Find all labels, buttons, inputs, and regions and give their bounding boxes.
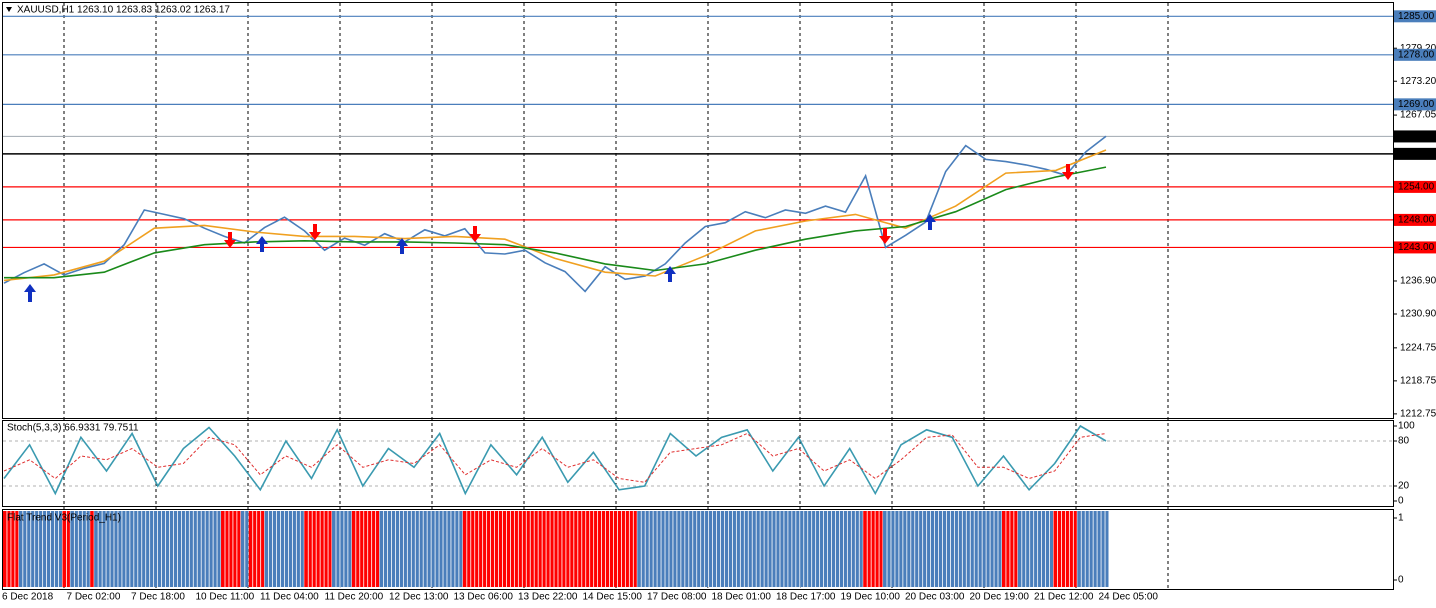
- stoch-title: Stoch(5,3,3) 66.9331 79.7511: [7, 423, 139, 434]
- trend-segment: [379, 511, 463, 587]
- y-tick-label: 1224.75: [1400, 342, 1436, 353]
- level-label-bg: [1394, 241, 1436, 254]
- x-tick-label: 20 Dec 19:00: [970, 592, 1030, 603]
- sell-arrow: [1062, 164, 1074, 180]
- flat-trend-panel: [2, 509, 1394, 590]
- level-label: 1269.00: [1398, 99, 1435, 110]
- sell-arrow: [224, 232, 236, 248]
- y-tick-label: 100: [1398, 421, 1415, 432]
- x-tick-label: 13 Dec 22:00: [518, 592, 578, 603]
- flat-trend-title: Flat Trend V3(Period_H1): [7, 513, 121, 524]
- trend-segment: [637, 511, 863, 587]
- layers: 1279.20 1273.20 1267.05 1236.90 1230.90 1224.…: [2, 10, 1436, 603]
- y-tick-label: 1218.75: [1400, 375, 1436, 386]
- level-label: 1248.00: [1398, 215, 1435, 226]
- y-tick-label: 1273.20: [1400, 76, 1436, 87]
- level-label-bg: [1394, 180, 1436, 193]
- sell-arrow: [469, 226, 481, 242]
- y-tick-label: 1230.90: [1400, 309, 1436, 320]
- x-tick-label: 7 Dec 18:00: [131, 592, 185, 603]
- trend-segment: [70, 511, 90, 587]
- trend-segment: [90, 511, 94, 587]
- series-line: [4, 166, 1107, 279]
- level-label: 1285.00: [1398, 11, 1435, 22]
- trend-segment: [221, 511, 241, 587]
- x-tick-label: 11 Dec 20:00: [325, 592, 384, 603]
- x-tick-label: 19 Dec 10:00: [841, 592, 901, 603]
- buy-arrow: [24, 284, 36, 302]
- y-tick-label: 1267.05: [1400, 110, 1436, 121]
- menu-triangle[interactable]: [6, 7, 12, 12]
- level-label-bg: [1394, 98, 1436, 111]
- x-tick-label: 21 Dec 12:00: [1034, 592, 1094, 603]
- x-tick-label: 11 Dec 04:00: [260, 592, 319, 603]
- trend-segment: [351, 511, 380, 587]
- y-tick-label: 0: [1398, 575, 1404, 586]
- y-tick-label: 1236.90: [1400, 276, 1436, 287]
- series-line: [3, 432, 1107, 483]
- level-label-bg: [1394, 48, 1436, 61]
- x-tick-label: 14 Dec 15:00: [583, 592, 643, 603]
- series-line: [3, 424, 1107, 496]
- x-tick-label: 20 Dec 03:00: [905, 592, 965, 603]
- sell-arrow: [879, 228, 891, 244]
- vertical-grid: [63, 3, 1169, 589]
- signal-arrows: [24, 164, 1074, 302]
- stoch-panel: [2, 420, 1394, 507]
- trend-segment: [332, 511, 352, 587]
- price-panel: [2, 2, 1394, 419]
- trend-segment: [863, 511, 883, 587]
- buy-arrow: [396, 238, 408, 254]
- x-tick-label: 17 Dec 08:00: [647, 592, 707, 603]
- level-label-bg: [1394, 10, 1436, 23]
- x-tick-label: 13 Dec 06:00: [454, 592, 514, 603]
- trend-segment: [304, 511, 332, 587]
- x-tick-label: 18 Dec 01:00: [712, 592, 772, 603]
- buy-arrow: [664, 266, 676, 282]
- sell-arrow: [309, 224, 321, 240]
- x-tick-label: 24 Dec 05:00: [1099, 592, 1159, 603]
- y-tick-label: 20: [1398, 481, 1410, 492]
- level-label-bg: [1394, 213, 1436, 226]
- last-price-bg: [1394, 130, 1436, 143]
- x-tick-label: 12 Dec 13:00: [389, 592, 449, 603]
- x-tick-label: 6 Dec 2018: [2, 592, 54, 603]
- level-label: 1260.00: [1398, 149, 1435, 160]
- buy-arrow: [924, 214, 936, 230]
- level-label: 1243.00: [1398, 242, 1435, 253]
- level-label-bg: [1394, 147, 1436, 160]
- x-tick-label: 7 Dec 02:00: [67, 592, 121, 603]
- x-tick-label: 18 Dec 17:00: [776, 592, 836, 603]
- trend-segment: [1017, 511, 1054, 587]
- buy-arrow: [256, 236, 268, 252]
- level-label: 1278.00: [1398, 49, 1435, 60]
- y-tick-label: 1279.20: [1400, 43, 1436, 54]
- y-tick-label: 0: [1398, 496, 1404, 507]
- y-tick-label: 80: [1398, 436, 1410, 447]
- series-line: [3, 135, 1107, 293]
- y-tick-label: 1212.75: [1400, 409, 1436, 420]
- x-tick-label: 10 Dec 11:00: [196, 592, 255, 603]
- last-price-label: 1263.17: [1398, 131, 1435, 142]
- y-tick-label: 1: [1398, 513, 1404, 524]
- chart-title: XAUUSD,H1 1263.10 1263.83 1263.02 1263.1…: [17, 5, 230, 16]
- level-label: 1254.00: [1398, 182, 1435, 193]
